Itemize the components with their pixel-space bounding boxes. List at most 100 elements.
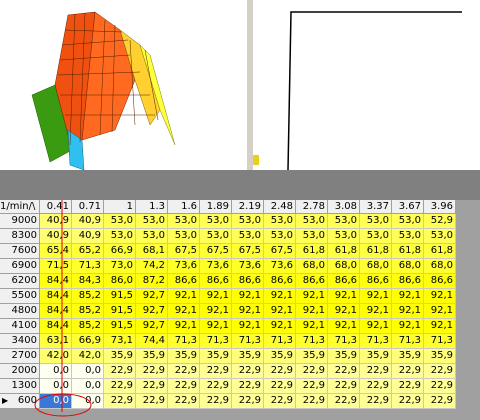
map-cell[interactable]: 53,0 xyxy=(296,214,328,229)
map-cell[interactable]: 40,9 xyxy=(40,229,72,244)
map-cell[interactable]: 86,6 xyxy=(232,274,264,289)
map-cell[interactable]: 22,9 xyxy=(168,364,200,379)
map-cell[interactable]: 0,0 xyxy=(40,364,72,379)
map-cell[interactable]: 73,6 xyxy=(200,259,232,274)
map-cell[interactable]: 53,0 xyxy=(328,214,360,229)
splitter[interactable] xyxy=(247,0,253,170)
map-cell[interactable]: 92,1 xyxy=(360,289,392,304)
map-cell[interactable]: 22,9 xyxy=(360,394,392,409)
map-cell[interactable]: 35,9 xyxy=(136,349,168,364)
map-cell[interactable]: 22,9 xyxy=(328,364,360,379)
map-cell[interactable]: 92,1 xyxy=(392,319,424,334)
map-cell[interactable]: 35,9 xyxy=(392,349,424,364)
map-cell[interactable]: 53,0 xyxy=(168,214,200,229)
map-cell[interactable]: 22,9 xyxy=(360,364,392,379)
column-header[interactable]: 1.6 xyxy=(168,200,200,214)
row-header[interactable]: 5500 xyxy=(0,289,40,304)
map-cell[interactable]: 53,0 xyxy=(328,229,360,244)
map-cell[interactable]: 22,9 xyxy=(424,379,456,394)
map-cell[interactable]: 53,0 xyxy=(136,214,168,229)
map-cell[interactable]: 68,1 xyxy=(136,244,168,259)
map-cell[interactable]: 22,9 xyxy=(424,364,456,379)
map-cell[interactable]: 35,9 xyxy=(104,349,136,364)
map-cell[interactable]: 92,1 xyxy=(392,304,424,319)
map-cell[interactable]: 86,6 xyxy=(296,274,328,289)
map-cell[interactable]: 22,9 xyxy=(136,379,168,394)
map-cell[interactable]: 0,0 xyxy=(40,379,72,394)
map-cell[interactable]: 22,9 xyxy=(264,394,296,409)
row-header[interactable]: 600 ▶ xyxy=(0,394,40,409)
row-header[interactable]: 7600 xyxy=(0,244,40,259)
row-header[interactable]: 4800 xyxy=(0,304,40,319)
map-cell[interactable]: 53,0 xyxy=(296,229,328,244)
map-cell[interactable]: 86,6 xyxy=(424,274,456,289)
map-cell[interactable]: 84,4 xyxy=(40,319,72,334)
map-cell[interactable]: 22,9 xyxy=(200,394,232,409)
map-cell[interactable]: 67,5 xyxy=(200,244,232,259)
column-header[interactable]: 2.78 xyxy=(296,200,328,214)
map-cell[interactable]: 86,6 xyxy=(328,274,360,289)
map-cell[interactable]: 92,1 xyxy=(424,304,456,319)
map-cell[interactable]: 22,9 xyxy=(200,364,232,379)
row-header[interactable]: 2000 xyxy=(0,364,40,379)
map-cell[interactable]: 53,0 xyxy=(200,214,232,229)
map-cell[interactable]: 86,6 xyxy=(168,274,200,289)
map-cell[interactable]: 53,0 xyxy=(104,229,136,244)
map-cell[interactable]: 92,1 xyxy=(264,319,296,334)
map-cell[interactable]: 73,6 xyxy=(168,259,200,274)
map-cell[interactable]: 22,9 xyxy=(136,364,168,379)
map-cell[interactable]: 92,1 xyxy=(232,319,264,334)
map-cell[interactable]: 85,2 xyxy=(72,319,104,334)
map-cell[interactable]: 92,1 xyxy=(168,319,200,334)
map-cell[interactable]: 92,1 xyxy=(392,289,424,304)
map-cell[interactable]: 35,9 xyxy=(232,349,264,364)
column-header[interactable]: 1.89 xyxy=(200,200,232,214)
map-cell[interactable]: 84,4 xyxy=(40,274,72,289)
map-cell[interactable]: 87,2 xyxy=(136,274,168,289)
map-cell[interactable]: 22,9 xyxy=(392,394,424,409)
map-cell[interactable]: 22,9 xyxy=(104,364,136,379)
map-cell[interactable]: 52,9 xyxy=(424,214,456,229)
map-cell[interactable]: 92,7 xyxy=(136,289,168,304)
map-cell[interactable]: 67,5 xyxy=(168,244,200,259)
row-header[interactable]: 6900 xyxy=(0,259,40,274)
map-cell[interactable]: 22,9 xyxy=(424,394,456,409)
column-header[interactable]: 3.96 xyxy=(424,200,456,214)
map-cell[interactable]: 40,9 xyxy=(72,214,104,229)
map-cell[interactable]: 92,1 xyxy=(232,304,264,319)
map-cell[interactable]: 91,5 xyxy=(104,304,136,319)
map-cell[interactable]: 22,9 xyxy=(296,364,328,379)
map-cell[interactable]: 53,0 xyxy=(392,229,424,244)
map-cell[interactable]: 61,8 xyxy=(296,244,328,259)
map-cell[interactable]: 35,9 xyxy=(264,349,296,364)
map-cell[interactable]: 22,9 xyxy=(232,379,264,394)
map-cell[interactable]: 67,5 xyxy=(264,244,296,259)
map-cell[interactable]: 92,1 xyxy=(232,289,264,304)
column-header[interactable]: 1.3 xyxy=(136,200,168,214)
map-cell[interactable]: 86,6 xyxy=(264,274,296,289)
map-cell[interactable]: 92,1 xyxy=(200,319,232,334)
column-header[interactable]: 3.37 xyxy=(360,200,392,214)
map-cell[interactable]: 85,2 xyxy=(72,289,104,304)
map-cell[interactable]: 61,8 xyxy=(424,244,456,259)
map-cell[interactable]: 22,9 xyxy=(232,394,264,409)
map-cell[interactable]: 86,6 xyxy=(392,274,424,289)
column-header[interactable]: 2.19 xyxy=(232,200,264,214)
map-cell[interactable]: 73,6 xyxy=(232,259,264,274)
map-cell[interactable]: 22,9 xyxy=(328,379,360,394)
map-cell[interactable]: 74,4 xyxy=(136,334,168,349)
row-header[interactable]: 6200 xyxy=(0,274,40,289)
column-header[interactable]: 1 xyxy=(104,200,136,214)
map-cell[interactable]: 71,3 xyxy=(424,334,456,349)
map-cell[interactable]: 92,1 xyxy=(200,289,232,304)
map-cell[interactable]: 61,8 xyxy=(360,244,392,259)
map-cell[interactable]: 66,9 xyxy=(72,334,104,349)
map-cell[interactable]: 35,9 xyxy=(328,349,360,364)
map-cell[interactable]: 66,9 xyxy=(104,244,136,259)
map-cell[interactable]: 22,9 xyxy=(136,394,168,409)
map-cell[interactable]: 22,9 xyxy=(296,394,328,409)
map-cell[interactable]: 68,0 xyxy=(360,259,392,274)
map-cell[interactable]: 22,9 xyxy=(104,394,136,409)
map-cell[interactable]: 71,3 xyxy=(264,334,296,349)
map-cell[interactable]: 68,0 xyxy=(296,259,328,274)
